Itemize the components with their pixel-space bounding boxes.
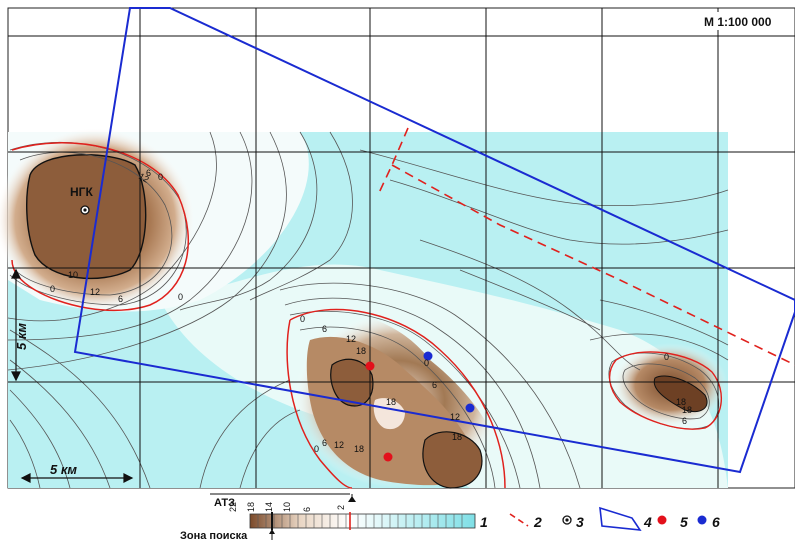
scale-bar-v-label: 5 км [14, 323, 29, 350]
scale-bar-vertical [11, 268, 21, 382]
anomaly-center-core-a [330, 358, 374, 407]
legend-item-3: 3 [576, 514, 584, 530]
contour-label: 6 [146, 168, 151, 178]
legend-color-bar-cool [349, 513, 476, 529]
zero-contours [11, 142, 722, 489]
contour-label: 6 [432, 380, 437, 390]
contour-label: 18 [452, 432, 462, 442]
anomaly-center-core-b [422, 431, 483, 489]
legend-title: АТЗ [214, 497, 235, 509]
contour-label: 12 [90, 287, 100, 297]
legend-tick: 2 [336, 505, 346, 510]
legend-item-6: 6 [712, 514, 720, 530]
legend-tick: 6 [302, 507, 312, 512]
legend: АТЗ 22 18 14 10 6 2 [180, 493, 720, 542]
contour-label: 0 [300, 314, 305, 324]
ngk-site-marker-dot [83, 208, 87, 212]
contour-label: 0 [50, 284, 55, 294]
legend-item-5: 5 [680, 514, 688, 530]
legend-polygon-sample [599, 506, 642, 531]
contour-lines [7, 131, 729, 489]
contour-label: 0 [158, 172, 163, 182]
anomaly-nw-core [26, 154, 147, 280]
legend-tick: 22 [228, 502, 238, 512]
anomaly-center-pale [373, 398, 405, 430]
contour-label: 12 [450, 412, 460, 422]
legend-blue-point [697, 515, 707, 525]
anomaly-east-core [653, 375, 708, 413]
contour-label: 12 [346, 334, 356, 344]
contour-label: 0 [178, 292, 183, 302]
grid [8, 8, 795, 488]
contour-label: 0 [664, 352, 669, 362]
legend-red-point [657, 515, 667, 525]
contour-label: 18 [354, 444, 364, 454]
contour-label: 0 [314, 444, 319, 454]
contour-label: 18 [682, 405, 692, 415]
legend-zone-label: Зона поиска [180, 530, 248, 542]
contour-label: 10 [68, 270, 78, 280]
red-point-2 [383, 452, 393, 462]
dashed-boundary-line [377, 127, 795, 366]
legend-item-4: 4 [643, 514, 652, 530]
ngk-label: НГК [70, 185, 93, 199]
contour-label: 18 [356, 346, 366, 356]
contour-label: 12 [334, 440, 344, 450]
legend-dashed-sample [509, 513, 529, 527]
contour-label: 18 [386, 397, 396, 407]
contour-label: 6 [118, 294, 123, 304]
scale-label: М 1:100 000 [704, 15, 772, 29]
legend-tick: 10 [282, 502, 292, 512]
contour-label: 12 [137, 171, 151, 185]
legend-tick: 14 [264, 502, 274, 512]
blue-point-1 [423, 351, 433, 361]
contour-label: 6 [322, 438, 327, 448]
contour-label: 6 [682, 416, 687, 426]
contour-label: 6 [322, 324, 327, 334]
contour-label: 0 [424, 358, 429, 368]
contour-labels: 12 6 0 10 12 6 0 0 0 6 12 18 0 6 12 18 1… [50, 168, 692, 454]
legend-tick: 18 [246, 502, 256, 512]
contour-label: 18 [676, 397, 686, 407]
red-point-1 [365, 361, 375, 371]
scale-label-bg [698, 12, 790, 30]
scale-bar-h-label: 5 км [50, 462, 77, 477]
license-area-polygon [73, 7, 795, 474]
scale-bar-horizontal [20, 473, 134, 483]
legend-ticks: 22 18 14 10 6 2 [228, 502, 346, 512]
legend-color-bar-warm [249, 513, 351, 529]
legend-item-1: 1 [480, 514, 488, 530]
blue-point-2 [465, 403, 475, 413]
legend-item-2: 2 [533, 514, 542, 530]
legend-bar-divisions [257, 514, 463, 528]
